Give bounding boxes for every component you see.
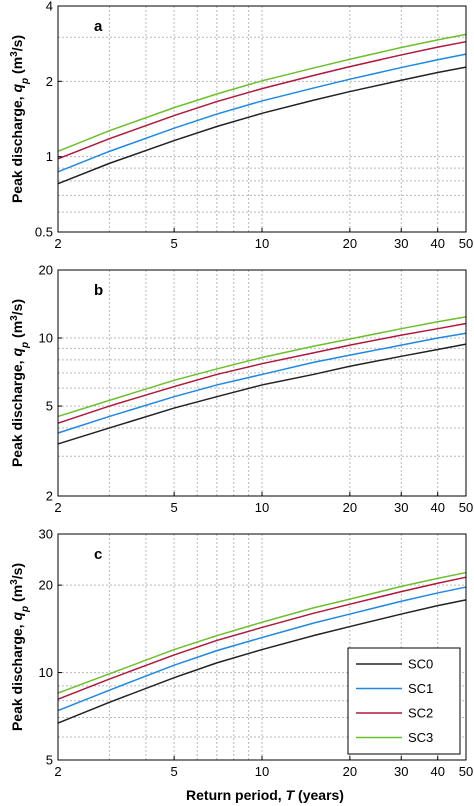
x-tick-label: 30 bbox=[394, 764, 408, 779]
x-axis-title-unit: (years) bbox=[294, 787, 344, 803]
panel-label: b bbox=[94, 282, 103, 299]
x-tick-label: 10 bbox=[255, 764, 269, 779]
x-tick-label: 40 bbox=[430, 500, 444, 515]
y-tick-label: 1 bbox=[46, 149, 53, 164]
x-tick-label: 50 bbox=[459, 236, 473, 251]
x-tick-label: 5 bbox=[171, 764, 178, 779]
x-tick-label: 2 bbox=[54, 764, 61, 779]
y-tick-label: 2 bbox=[46, 489, 53, 504]
series-line-sc3 bbox=[57, 316, 467, 418]
y-axis-title: Peak discharge, qp (m3/s) bbox=[9, 563, 31, 731]
panel-label: a bbox=[94, 18, 103, 35]
legend-entry: SC3 bbox=[408, 730, 433, 745]
x-tick-label: 30 bbox=[394, 236, 408, 251]
panel-label: c bbox=[94, 546, 102, 563]
x-tick-label: 20 bbox=[343, 236, 357, 251]
x-tick-label: 10 bbox=[255, 500, 269, 515]
legend-box bbox=[347, 647, 461, 755]
y-axis-title: Peak discharge, qp (m3/s) bbox=[9, 299, 31, 467]
x-tick-label: 50 bbox=[459, 764, 473, 779]
series-line-sc0 bbox=[57, 343, 467, 445]
series-line-sc3 bbox=[57, 571, 467, 694]
y-tick-label: 20 bbox=[39, 578, 53, 593]
panel-b: 2 5 10 20 30 40 50 2 5 10 20 b Peak discharge, qp (m… bbox=[9, 263, 474, 516]
legend-entry: SC2 bbox=[408, 706, 433, 721]
x-tick-label: 10 bbox=[255, 236, 269, 251]
y-tick-label: 10 bbox=[39, 665, 53, 680]
x-tick-label: 40 bbox=[430, 764, 444, 779]
y-tick-label: 10 bbox=[39, 331, 53, 346]
y-tick-label: 2 bbox=[46, 74, 53, 89]
series-line-sc0 bbox=[57, 66, 467, 185]
series-line-sc2 bbox=[57, 576, 467, 700]
x-tick-label: 20 bbox=[343, 764, 357, 779]
y-tick-label: 30 bbox=[39, 527, 53, 542]
y-tick-label: 4 bbox=[46, 0, 53, 14]
y-tick-label: 0.5 bbox=[35, 225, 53, 240]
series-line-sc2 bbox=[57, 322, 467, 424]
series-line-sc1 bbox=[57, 53, 467, 173]
y-tick-label: 5 bbox=[46, 753, 53, 768]
legend: SC0 SC1 SC2 SC3 bbox=[347, 647, 461, 755]
series-line-sc0 bbox=[57, 599, 467, 724]
series-line-sc2 bbox=[57, 40, 467, 160]
x-axis-title-main: Return period, bbox=[186, 787, 286, 803]
x-tick-label: 2 bbox=[54, 500, 61, 515]
legend-entry: SC0 bbox=[408, 657, 433, 672]
y-tick-label: 20 bbox=[39, 263, 53, 278]
panel-a: 2 5 10 20 30 40 50 0.5 1 2 4 a Peak discharge, qp (m… bbox=[9, 0, 474, 251]
x-tick-label: 5 bbox=[171, 500, 178, 515]
series-line-sc1 bbox=[57, 332, 467, 434]
series-line-sc1 bbox=[57, 586, 467, 712]
legend-entry: SC1 bbox=[408, 681, 433, 696]
y-tick-label: 5 bbox=[46, 399, 53, 414]
x-tick-label: 30 bbox=[394, 500, 408, 515]
series-line-sc3 bbox=[57, 33, 467, 153]
y-axis-title: Peak discharge, qp (m3/s) bbox=[9, 35, 31, 203]
x-tick-label: 5 bbox=[171, 236, 178, 251]
x-axis-title: Return period, T (years) bbox=[186, 787, 344, 803]
x-tick-label: 50 bbox=[459, 500, 473, 515]
x-tick-label: 40 bbox=[430, 236, 444, 251]
x-tick-label: 2 bbox=[54, 236, 61, 251]
x-tick-label: 20 bbox=[343, 500, 357, 515]
x-axis-title-variable: T bbox=[286, 787, 296, 803]
